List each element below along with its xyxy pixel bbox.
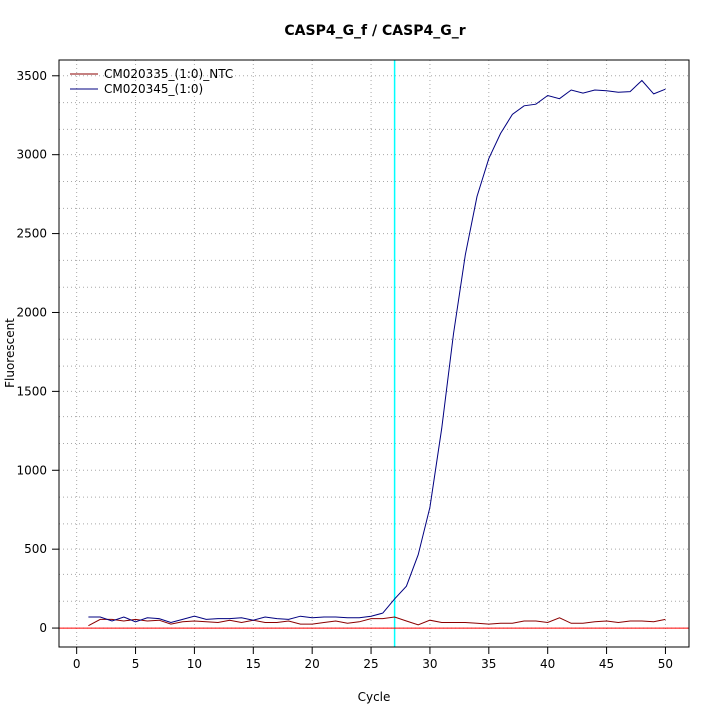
plot-frame — [58, 59, 690, 648]
series-line-2 — [88, 79, 666, 624]
y-tick-label: 2500 — [16, 227, 47, 241]
y-tick-label: 3500 — [16, 69, 47, 83]
y-tick-label: 2000 — [16, 305, 47, 319]
y-axis-label: Fluorescent — [3, 318, 17, 388]
y-tick-label: 1000 — [16, 463, 47, 477]
x-tick-label: 35 — [481, 657, 496, 671]
x-tick-label: 25 — [363, 657, 378, 671]
x-axis: 0 5 10 15 20 25 30 35 40 45 50 — [73, 647, 673, 671]
x-tick-label: 45 — [599, 657, 614, 671]
y-tick-label: 3000 — [16, 148, 47, 162]
legend-label-2: CM020345_(1:0) — [104, 82, 203, 96]
x-tick-label: 50 — [658, 657, 673, 671]
series-line-1 — [88, 616, 666, 627]
x-tick-label: 10 — [187, 657, 202, 671]
legend-label-1: CM020335_(1:0)_NTC — [104, 67, 233, 81]
chart-title: CASP4_G_f / CASP4_G_r — [284, 23, 465, 39]
reference-lines — [59, 60, 689, 647]
grid-layer — [59, 60, 689, 647]
series-layer — [88, 79, 666, 627]
x-axis-label: Cycle — [358, 690, 391, 704]
x-tick-label: 20 — [305, 657, 320, 671]
y-tick-label: 0 — [39, 621, 47, 635]
x-tick-label: 5 — [132, 657, 140, 671]
x-tick-label: 30 — [422, 657, 437, 671]
y-axis: 0 500 1000 1500 2000 2500 3000 3500 — [16, 69, 59, 635]
x-tick-label: 40 — [540, 657, 555, 671]
x-tick-label: 15 — [246, 657, 261, 671]
y-tick-label: 500 — [24, 542, 47, 556]
x-tick-label: 0 — [73, 657, 81, 671]
y-tick-label: 1500 — [16, 384, 47, 398]
